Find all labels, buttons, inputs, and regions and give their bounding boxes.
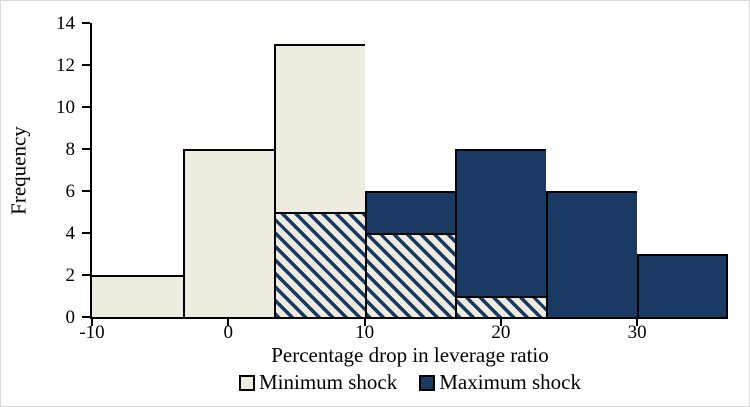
y-tick	[82, 232, 90, 234]
overlap-hatch-segment	[275, 212, 365, 317]
x-tick	[363, 319, 366, 326]
x-axis-title: Percentage drop in leverage ratio	[271, 343, 549, 367]
y-tick-label: 14	[56, 13, 75, 34]
y-tick	[82, 106, 90, 108]
x-tick	[91, 319, 93, 326]
minimum-shock-swatch-icon	[238, 374, 255, 391]
y-tick	[82, 22, 90, 24]
histogram-bar-bin-0	[92, 275, 183, 317]
y-axis-line	[90, 23, 92, 319]
x-tick-label: 0	[223, 322, 234, 343]
histogram-bar-bin-1	[182, 149, 274, 317]
y-tick-label: 2	[65, 265, 76, 286]
y-tick-label: 4	[65, 223, 76, 244]
x-axis-line	[90, 317, 728, 319]
x-tick-label: 30	[627, 322, 647, 343]
x-tick-label: -10	[79, 322, 105, 343]
histogram-bar-bin-6	[637, 254, 728, 317]
legend-item-maximum-shock: Maximum shock	[419, 370, 581, 395]
y-tick	[82, 274, 90, 276]
y-tick	[82, 64, 90, 66]
histogram-bar-bin-5	[546, 191, 638, 317]
y-tick	[82, 190, 90, 192]
x-tick-label: 20	[491, 322, 511, 343]
y-tick-label: 12	[56, 55, 75, 76]
x-tick	[636, 319, 639, 326]
maximum-shock-swatch-icon	[419, 374, 436, 391]
legend-item-minimum-shock: Minimum shock	[238, 370, 398, 395]
y-tick-label: 6	[65, 181, 76, 202]
y-tick	[82, 148, 90, 150]
x-tick	[227, 319, 230, 326]
y-axis-title: Frequency	[6, 126, 31, 215]
histogram-bar-bin-2	[273, 44, 365, 317]
histogram-bar-bin-4	[455, 149, 547, 317]
y-tick-label: 10	[56, 97, 75, 118]
y-tick	[82, 316, 90, 318]
overlap-hatch-segment	[366, 233, 456, 317]
y-tick-label: 8	[65, 139, 76, 160]
legend: Minimum shock Maximum shock	[92, 370, 728, 395]
x-tick-label: 10	[355, 322, 375, 343]
histogram-bar-bin-3	[364, 191, 456, 317]
y-tick-label: 0	[65, 307, 76, 328]
overlap-hatch-segment	[457, 296, 547, 317]
legend-label-minimum-shock: Minimum shock	[258, 370, 398, 394]
x-tick	[499, 319, 502, 326]
legend-label-maximum-shock: Maximum shock	[439, 370, 581, 394]
